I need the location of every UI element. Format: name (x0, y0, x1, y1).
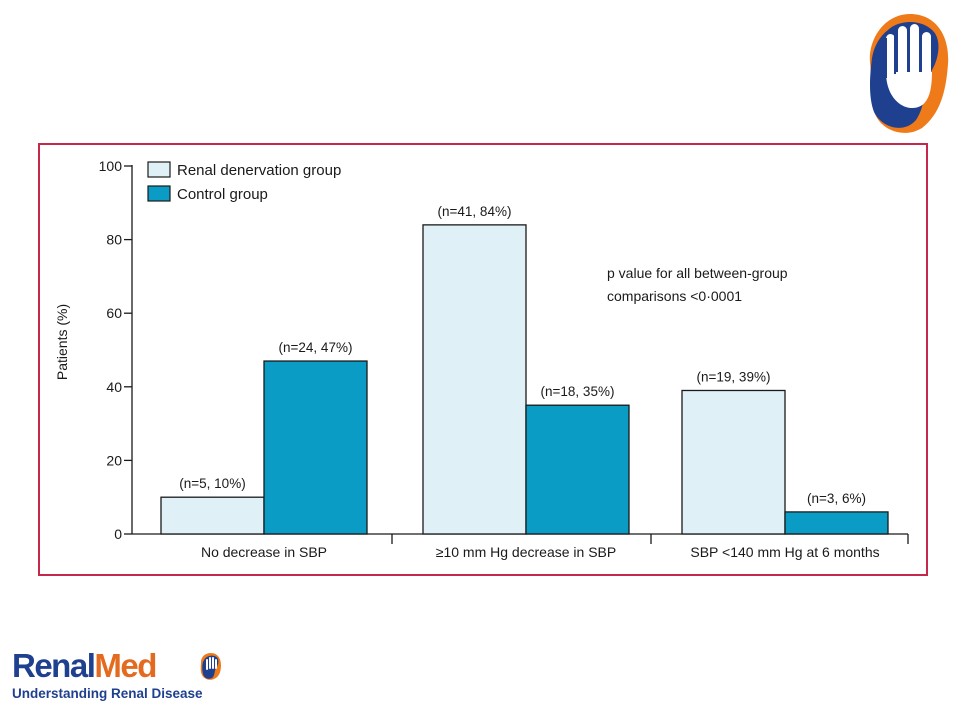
y-tick-label: 80 (106, 232, 122, 248)
brand-tagline: Understanding Renal Disease (12, 686, 203, 701)
p-value-note: p value for all between-group comparisons… (607, 265, 788, 304)
bar-control (525, 404, 630, 535)
bar-renal-denervation (422, 224, 527, 535)
y-tick-label: 40 (106, 379, 122, 395)
bar-renal-denervation (160, 496, 265, 535)
category-label: SBP <140 mm Hg at 6 months (690, 544, 879, 560)
brand-name-part2: Med (94, 647, 157, 684)
p-value-note-line: comparisons <0·0001 (607, 288, 742, 304)
legend-label: Control group (177, 186, 268, 203)
legend-swatch (147, 185, 171, 202)
legend-label: Renal denervation group (177, 162, 341, 179)
y-tick-label: 20 (106, 452, 122, 468)
legend-swatch (147, 161, 171, 178)
y-tick-label: 60 (106, 305, 122, 321)
p-value-note-line: p value for all between-group (607, 265, 788, 281)
bar-control (263, 360, 368, 535)
chart-legend: Renal denervation group Control group (147, 161, 341, 203)
bar-control (784, 511, 889, 535)
brand-name-part1: Renal (12, 647, 96, 684)
bar-data-label: (n=41, 84%) (438, 204, 512, 219)
y-axis-label: Patients (%) (54, 304, 70, 380)
y-axis-ticks: 0 20 40 60 80 100 (99, 158, 132, 542)
bar-data-label: (n=18, 35%) (541, 384, 615, 399)
y-tick-label: 0 (114, 526, 122, 542)
category-label: ≥10 mm Hg decrease in SBP (436, 544, 616, 560)
mini-hand-logo-icon (200, 653, 221, 680)
hand-kidney-logo-icon (869, 14, 949, 133)
bar-data-label: (n=19, 39%) (697, 369, 771, 384)
bar-data-label: (n=3, 6%) (807, 491, 866, 506)
chart-bars (160, 224, 889, 535)
renalmed-brand: RenalMed Understanding Renal Disease (12, 648, 242, 708)
y-tick-label: 100 (99, 158, 123, 174)
category-labels: No decrease in SBP ≥10 mm Hg decrease in … (201, 544, 880, 560)
bar-data-label: (n=24, 47%) (279, 340, 353, 355)
brand-name: RenalMed (12, 647, 157, 684)
bar-chart: 0 20 40 60 80 100 (n=5, 10%) (n=24, 47%) (n=41,… (54, 158, 909, 560)
chart-frame: 0 20 40 60 80 100 (n=5, 10%) (n=24, 47%) (n=41,… (38, 143, 928, 576)
bar-renal-denervation (681, 389, 786, 535)
category-label: No decrease in SBP (201, 544, 327, 560)
data-labels: (n=5, 10%) (n=24, 47%) (n=41, 84%) (n=18, 3… (179, 204, 866, 506)
bar-data-label: (n=5, 10%) (179, 476, 245, 491)
